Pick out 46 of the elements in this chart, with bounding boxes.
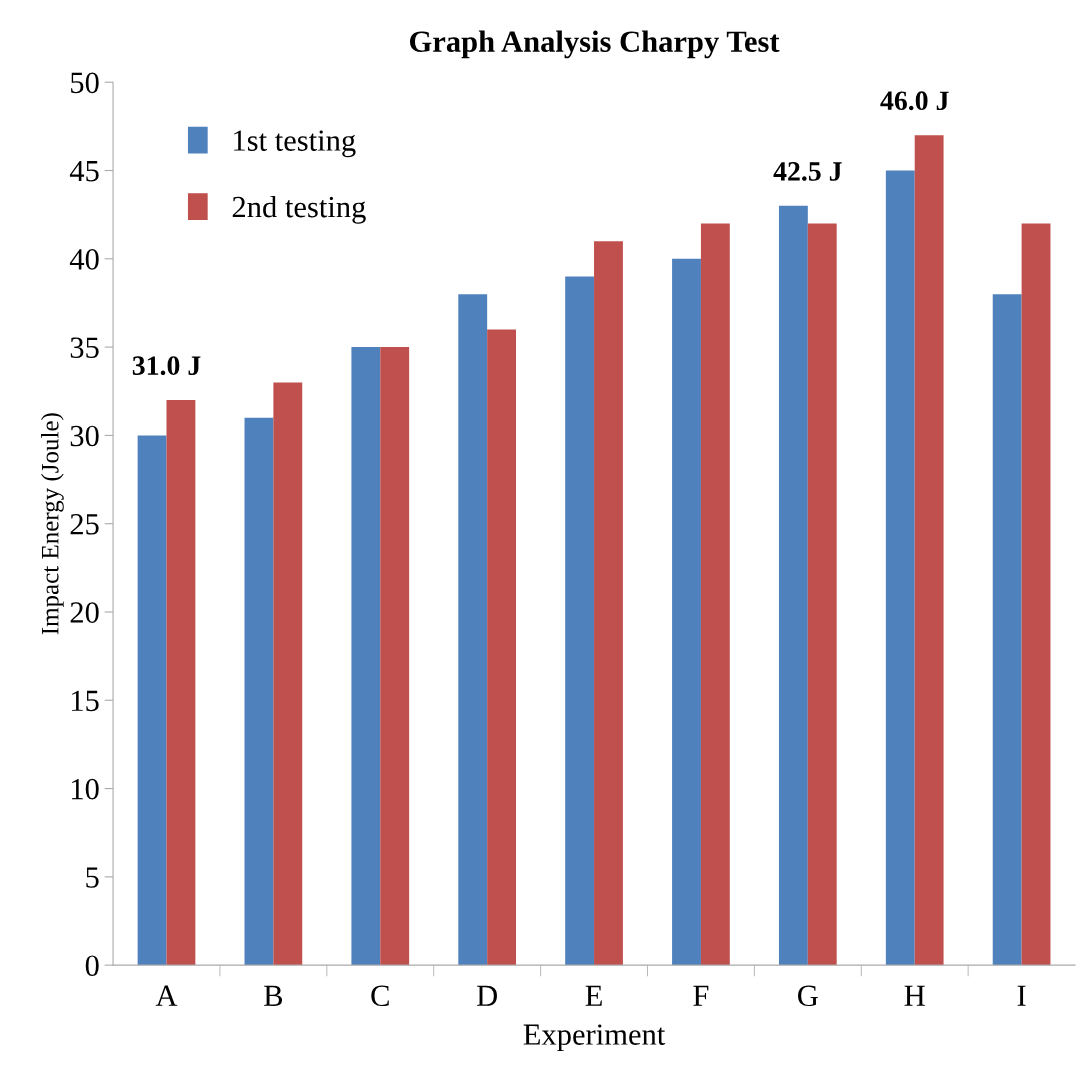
y-tick-label: 0 [85, 955, 99, 977]
bar [273, 382, 303, 966]
x-tick-label: H [904, 985, 925, 1006]
bar [458, 294, 488, 966]
bar [778, 205, 808, 966]
x-tick-label: C [371, 985, 389, 1007]
y-tick-label: 15 [71, 690, 99, 712]
x-tick-label: D [477, 985, 497, 1006]
bar [807, 223, 837, 966]
y-tick-label: 40 [69, 249, 99, 270]
bar [672, 258, 701, 966]
bar [137, 435, 167, 966]
y-axis-title: Impact Energy (Joule) [41, 413, 64, 635]
bar [914, 135, 944, 966]
y-tick-label: 20 [70, 602, 99, 623]
annotation: 42.5 J [773, 162, 842, 181]
y-tick-label: 10 [71, 778, 99, 800]
bar [1021, 223, 1051, 966]
bar [700, 223, 730, 966]
annotation: 46.0 J [880, 91, 949, 111]
bar [244, 417, 274, 966]
x-axis-title: Experiment [523, 1024, 666, 1052]
y-tick-label: 5 [86, 867, 99, 888]
annotation: 31.0 J [132, 356, 201, 376]
y-tick-label: 35 [70, 337, 99, 359]
legend-label: 2nd testing [232, 195, 366, 224]
bar [594, 241, 623, 966]
bar [166, 400, 196, 966]
bar [380, 347, 410, 966]
bar [885, 170, 915, 966]
x-tick-label: F [693, 985, 709, 1006]
bar [487, 329, 517, 966]
legend-label: 1st testing [234, 130, 356, 158]
x-tick-label: G [798, 985, 818, 1007]
chart-title: Graph Analysis Charpy Test [410, 30, 780, 59]
x-tick-label: B [264, 985, 283, 1006]
y-tick-label: 50 [71, 72, 99, 94]
bar [565, 276, 595, 966]
x-tick-label: A [155, 985, 178, 1006]
bar [992, 294, 1022, 966]
x-tick-label: E [585, 985, 602, 1006]
x-tick-label: I [1017, 985, 1026, 1006]
y-tick-label: 25 [70, 514, 99, 535]
y-tick-label: 45 [69, 161, 99, 182]
bar [351, 347, 381, 966]
y-tick-label: 30 [70, 425, 99, 447]
